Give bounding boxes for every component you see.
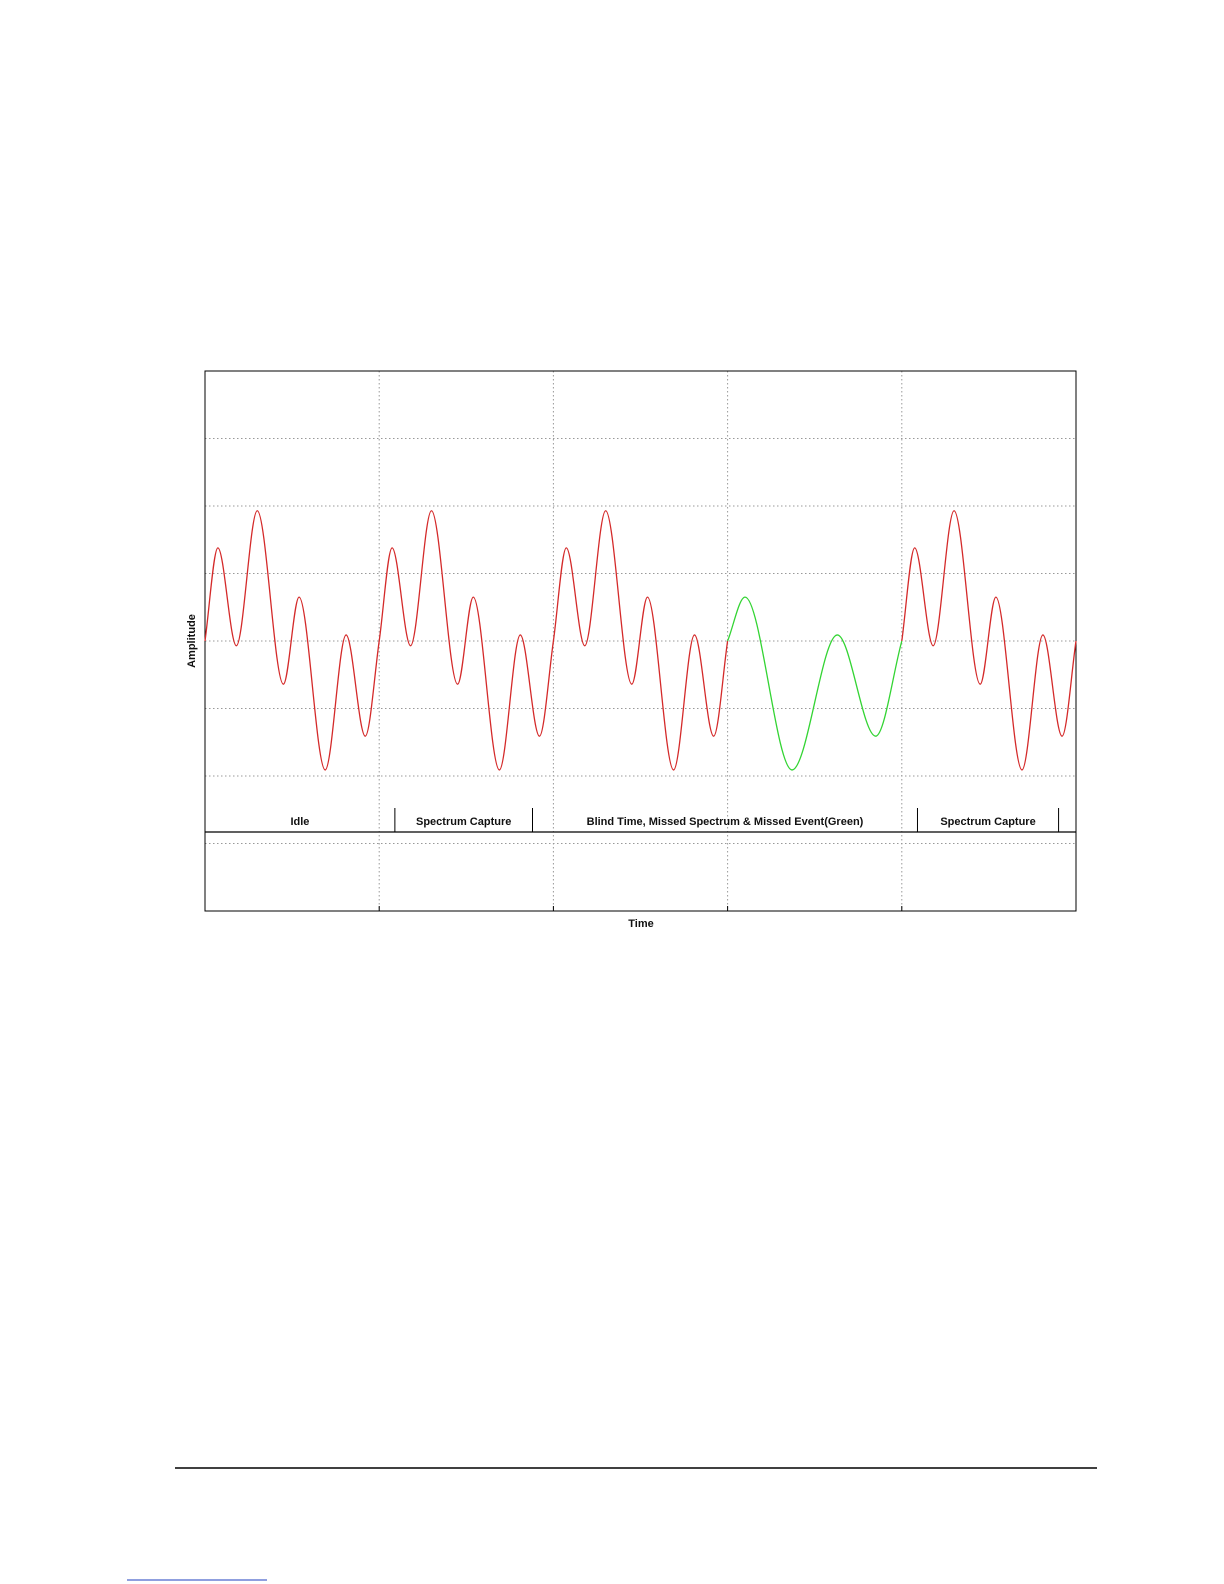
phase-label: Idle bbox=[290, 816, 309, 828]
signal-line bbox=[901, 510, 1077, 771]
x-axis-label: Time bbox=[628, 918, 653, 930]
signal-line bbox=[726, 596, 903, 771]
chart: Time Amplitude Idle Spectrum Capture Blind… bbox=[186, 370, 1077, 930]
y-axis-label: Amplitude bbox=[186, 614, 198, 668]
signal-line bbox=[204, 510, 729, 771]
phase-label: Spectrum Capture bbox=[940, 816, 1035, 828]
phase-label: Blind Time, Missed Spectrum & Missed Eve… bbox=[587, 816, 864, 828]
phase-label: Spectrum Capture bbox=[416, 816, 511, 828]
